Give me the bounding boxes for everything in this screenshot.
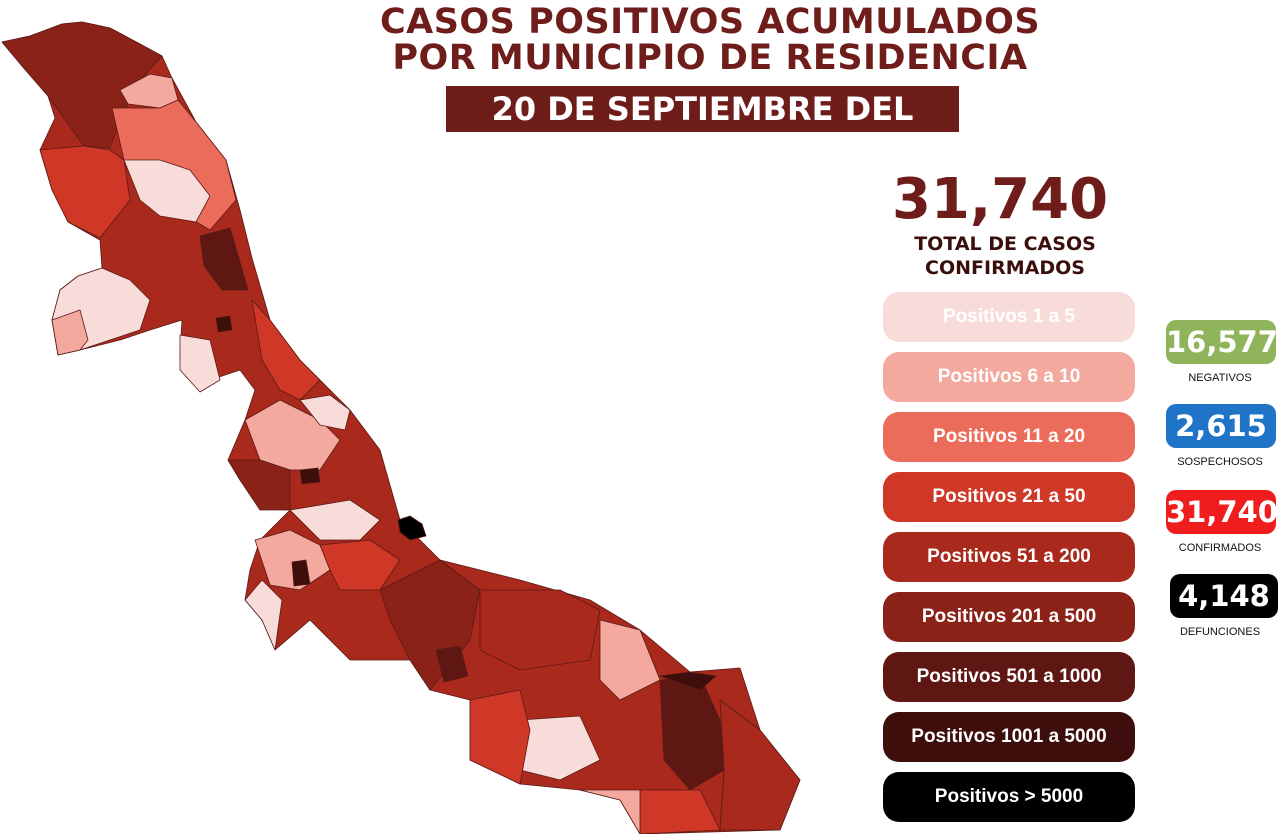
total-cases-number: 31,740 (891, 167, 1109, 232)
legend-item-51-200: Positivos 51 a 200 (883, 532, 1135, 582)
legend-item-11-20: Positivos 11 a 20 (883, 412, 1135, 462)
region-pale-cluster (123, 159, 211, 223)
stat-negativos-label: NEGATIVOS (1188, 372, 1252, 384)
region-pale-sw (244, 579, 283, 651)
total-label-line-2: CONFIRMADOS (925, 257, 1085, 279)
stat-confirmados-value: 31,740 (1166, 490, 1278, 534)
stat-sospechosos-label: SOSPECHOSOS (1177, 456, 1263, 468)
stat-defunciones-label: DEFUNCIONES (1179, 626, 1261, 638)
region-south-red (469, 689, 531, 785)
stat-sospechosos-value: 2,615 (1166, 404, 1276, 448)
region-central-dark (227, 459, 291, 511)
region-tuxpan (199, 227, 249, 291)
legend-item-501-1000: Positivos 501 a 1000 (883, 652, 1135, 702)
region-mid-red (251, 299, 321, 401)
legend-item-201-500: Positivos 201 a 500 (883, 592, 1135, 642)
veracruz-map (1, 21, 801, 834)
stat-negativos-value: 16,577 (1166, 320, 1278, 364)
legend-item-21-50: Positivos 21 a 50 (883, 472, 1135, 522)
region-poza-rica (215, 315, 233, 333)
legend-item-1001-5000: Positivos 1001 a 5000 (883, 712, 1135, 762)
stat-defunciones-value: 4,148 (1170, 574, 1278, 618)
region-south-light (599, 619, 661, 701)
region-xalapa (299, 467, 321, 485)
legend-item-1-5: Positivos 1 a 5 (883, 292, 1135, 342)
region-south-black (435, 645, 469, 683)
total-label-line-1: TOTAL DE CASOS (914, 233, 1096, 255)
region-veracruz-port (397, 515, 427, 541)
region-red-west (39, 145, 131, 239)
title-line-1: CASOS POSITIVOS ACUMULADOS (379, 2, 1041, 42)
region-north (1, 21, 163, 149)
region-coatza-black (659, 671, 717, 691)
legend-item-6-10: Positivos 6 a 10 (883, 352, 1135, 402)
title-line-2: POR MUNICIPIO DE RESIDENCIA (392, 38, 1028, 78)
region-far-south-light (579, 789, 641, 834)
stat-confirmados-label: CONFIRMADOS (1178, 542, 1262, 554)
region-central-pale (299, 394, 351, 431)
legend-item-over-5000: Positivos > 5000 (883, 772, 1135, 822)
region-southeast-red (719, 699, 801, 831)
date-banner: 20 DE SEPTIEMBRE DEL 2020 (446, 86, 959, 174)
region-orizaba-dark (291, 559, 311, 587)
region-pale-mid (179, 334, 221, 393)
region-pale-belt (289, 499, 381, 541)
region-light-west (51, 309, 89, 356)
region-south-mid (479, 589, 601, 671)
total-cases-label: TOTAL DE CASOS CONFIRMADOS (880, 232, 1130, 280)
